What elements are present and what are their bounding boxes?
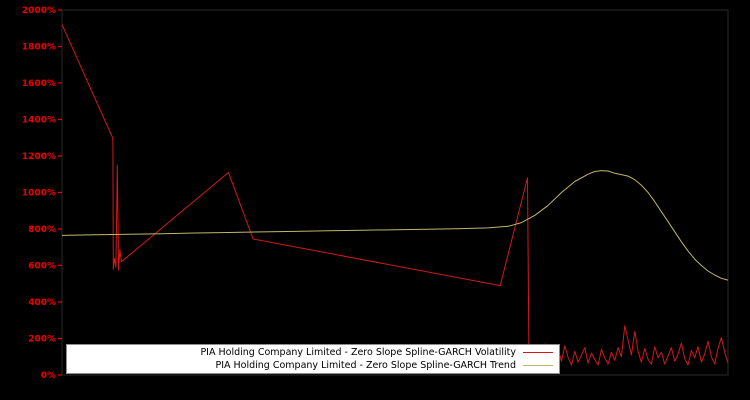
y-tick-label: 200% bbox=[28, 335, 56, 345]
legend-label-volatility: PIA Holding Company Limited - Zero Slope… bbox=[200, 347, 516, 358]
y-tick-label: 1000% bbox=[22, 189, 56, 199]
legend-item-trend: PIA Holding Company Limited - Zero Slope… bbox=[71, 359, 555, 372]
y-tick-label: 1200% bbox=[22, 152, 56, 162]
legend-item-volatility: PIA Holding Company Limited - Zero Slope… bbox=[71, 346, 555, 359]
y-tick-label: 400% bbox=[28, 298, 56, 308]
y-tick-label: 2000% bbox=[22, 6, 56, 16]
legend: PIA Holding Company Limited - Zero Slope… bbox=[66, 344, 560, 374]
legend-line-sample-volatility bbox=[523, 352, 553, 353]
series-line-volatility bbox=[61, 24, 729, 366]
y-tick-label: 600% bbox=[28, 262, 56, 272]
legend-label-trend: PIA Holding Company Limited - Zero Slope… bbox=[215, 360, 516, 371]
y-tick-label: 1600% bbox=[22, 79, 56, 89]
series-line-trend bbox=[61, 170, 729, 281]
legend-line-sample-trend bbox=[523, 365, 553, 366]
y-tick-label: 1400% bbox=[22, 116, 56, 126]
plot-frame bbox=[61, 9, 729, 376]
y-tick-label: 800% bbox=[28, 225, 56, 235]
y-tick-label: 1800% bbox=[22, 43, 56, 53]
y-tick-label: 0% bbox=[41, 371, 56, 381]
